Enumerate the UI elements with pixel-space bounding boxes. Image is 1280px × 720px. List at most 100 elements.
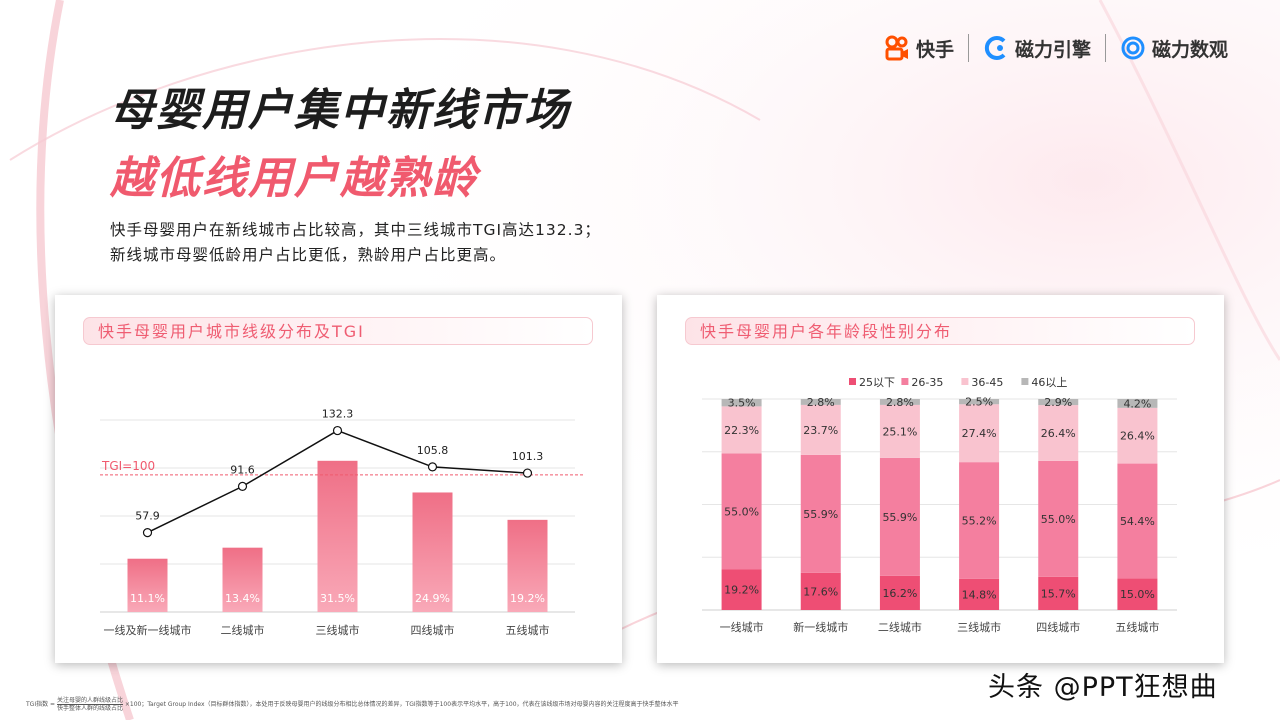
x-tick-label: 三线城市: [957, 620, 1001, 634]
stacked-segment: [721, 569, 762, 610]
stacked-segment: [1038, 576, 1079, 610]
cili-shuguan-icon: [1121, 36, 1145, 60]
stacked-segment: [1117, 463, 1158, 579]
x-tick-label: 四线城市: [411, 623, 455, 637]
footnote-denominator: 快手整体人群的线级占比: [56, 705, 123, 712]
segment-data-label: 55.9%: [803, 508, 838, 521]
stacked-segment: [879, 399, 920, 405]
segment-data-label: 2.5%: [965, 396, 993, 409]
segment-data-label: 2.9%: [1044, 396, 1072, 409]
stacked-segment: [800, 404, 841, 455]
segment-data-label: 55.2%: [962, 514, 997, 527]
footnote-text: ×100；Target Group Index（目标群体指数），本处用于反映母婴…: [124, 701, 679, 708]
segment-data-label: 22.3%: [724, 424, 759, 437]
stacked-segment: [1038, 405, 1079, 461]
legend-label: 46以上: [1031, 376, 1067, 389]
x-tick-label: 五线城市: [1115, 620, 1159, 634]
tgi-data-label: 91.6: [230, 463, 255, 476]
tgi-point: [522, 468, 533, 478]
legend-label: 26-35: [911, 376, 943, 389]
segment-data-label: 54.4%: [1120, 515, 1155, 528]
stacked-segment: [721, 453, 762, 570]
stacked-segment: [879, 575, 920, 610]
logo-cili-shuguan: 磁力数观: [1120, 35, 1228, 62]
tgi-data-label: 105.8: [417, 444, 449, 457]
segment-data-label: 55.0%: [1041, 513, 1076, 526]
kuaishou-icon: [885, 35, 908, 61]
stacked-segment: [959, 404, 1000, 463]
stacked-segment: [959, 578, 1000, 610]
tgi-footnote: TGI指数 = 关注母婴的人群线级占比 快手整体人群的线级占比 ×100；Tar…: [26, 697, 679, 712]
tgi-point: [332, 425, 343, 436]
logo-label: 快手: [915, 38, 954, 61]
segment-data-label: 2.8%: [886, 396, 914, 409]
legend-swatch: [849, 378, 856, 385]
summary-line-1: 快手母婴用户在新线城市占比较高，其中三线城市TGI高达132.3；: [110, 221, 601, 239]
x-tick-label: 二线城市: [878, 620, 922, 634]
x-tick-label: 三线城市: [316, 623, 360, 637]
x-tick-label: 二线城市: [221, 623, 265, 637]
stacked-segment: [1117, 399, 1158, 408]
summary-line-2: 新线城市母婴低龄用户占比更低，熟龄用户占比更高。: [110, 246, 507, 264]
chart-title: 快手母婴用户各年龄段性别分布: [685, 317, 1195, 345]
age-distribution-chart: 25以下 26-35 36-45 46以上 19.2% 55.0% 22.3% 3.5% 一线城…: [702, 376, 1177, 634]
footnote-numerator: 关注母婴的人群线级占比: [56, 697, 123, 705]
city-tier-chart-panel: 11.1% 13.4% 31.5% 24.9% 19.2% 一线及新一线城市 二线城市 三线城…: [55, 295, 622, 663]
segment-data-label: 17.6%: [803, 585, 838, 598]
bar-data-label: 31.5%: [320, 592, 355, 605]
x-tick-label: 五线城市: [506, 623, 550, 637]
bar: [317, 460, 358, 612]
segment-data-label: 27.4%: [962, 427, 997, 440]
chart-title: 快手母婴用户城市线级分布及TGI: [83, 317, 593, 345]
bar-data-label: 19.2%: [510, 592, 545, 605]
stacked-segment: [800, 454, 841, 573]
segment-data-label: 2.8%: [807, 396, 835, 409]
page-subtitle: 越低线用户越熟龄: [110, 153, 478, 204]
segment-data-label: 3.5%: [728, 397, 756, 410]
legend-swatch: [901, 378, 909, 385]
bar-data-label: 13.4%: [225, 592, 260, 605]
x-tick-label: 四线城市: [1036, 620, 1080, 634]
tgi-data-label: 132.3: [322, 408, 354, 421]
stacked-segment: [959, 399, 1000, 405]
logo-kuaishou: 快手: [884, 35, 954, 62]
page-title: 母婴用户集中新线市场: [110, 85, 570, 136]
stacked-segment: [800, 399, 841, 405]
watermark: 头条 @PPT狂想曲: [988, 672, 1218, 703]
bar-data-label: 24.9%: [415, 592, 450, 605]
legend-swatch: [961, 378, 969, 385]
footnote-fraction: 关注母婴的人群线级占比 快手整体人群的线级占比: [56, 697, 123, 712]
bar: [412, 492, 453, 612]
legend-label: 25以下: [859, 376, 895, 389]
stacked-segment: [959, 462, 1000, 579]
bar-data-label: 11.1%: [130, 592, 165, 605]
segment-data-label: 25.1%: [882, 425, 917, 438]
logo-divider: [967, 34, 969, 62]
segment-data-label: 55.0%: [724, 505, 759, 518]
segment-data-label: 15.7%: [1041, 587, 1076, 600]
logo-label: 磁力数观: [1151, 38, 1228, 61]
logo-label: 磁力引擎: [1014, 38, 1091, 61]
tgi-point: [427, 462, 438, 472]
legend-swatch: [1021, 378, 1029, 385]
stacked-segment: [721, 406, 762, 454]
cili-engine-icon: [984, 36, 1006, 60]
stacked-segment: [721, 399, 762, 407]
segment-data-label: 14.8%: [962, 588, 997, 601]
stacked-segment: [1117, 407, 1158, 464]
x-tick-label: 新一线城市: [793, 620, 848, 634]
summary-text: 快手母婴用户在新线城市占比较高，其中三线城市TGI高达132.3； 新线城市母婴…: [110, 218, 730, 268]
segment-data-label: 15.0%: [1120, 588, 1155, 601]
segment-data-label: 26.4%: [1041, 427, 1076, 440]
x-tick-label: 一线及新一线城市: [104, 623, 192, 637]
stacked-segment: [1117, 578, 1158, 610]
stacked-segment: [879, 457, 920, 576]
stacked-segment: [1038, 399, 1079, 406]
tgi-point: [142, 527, 153, 538]
bar: [127, 558, 168, 612]
segment-data-label: 23.7%: [803, 424, 838, 437]
city-tier-chart: 11.1% 13.4% 31.5% 24.9% 19.2% 一线及新一线城市 二线城市 三线城…: [100, 408, 585, 637]
logo-cili-engine: 磁力引擎: [983, 35, 1091, 62]
legend-label: 36-45: [971, 376, 1003, 389]
footnote-label: TGI指数 =: [26, 701, 56, 708]
